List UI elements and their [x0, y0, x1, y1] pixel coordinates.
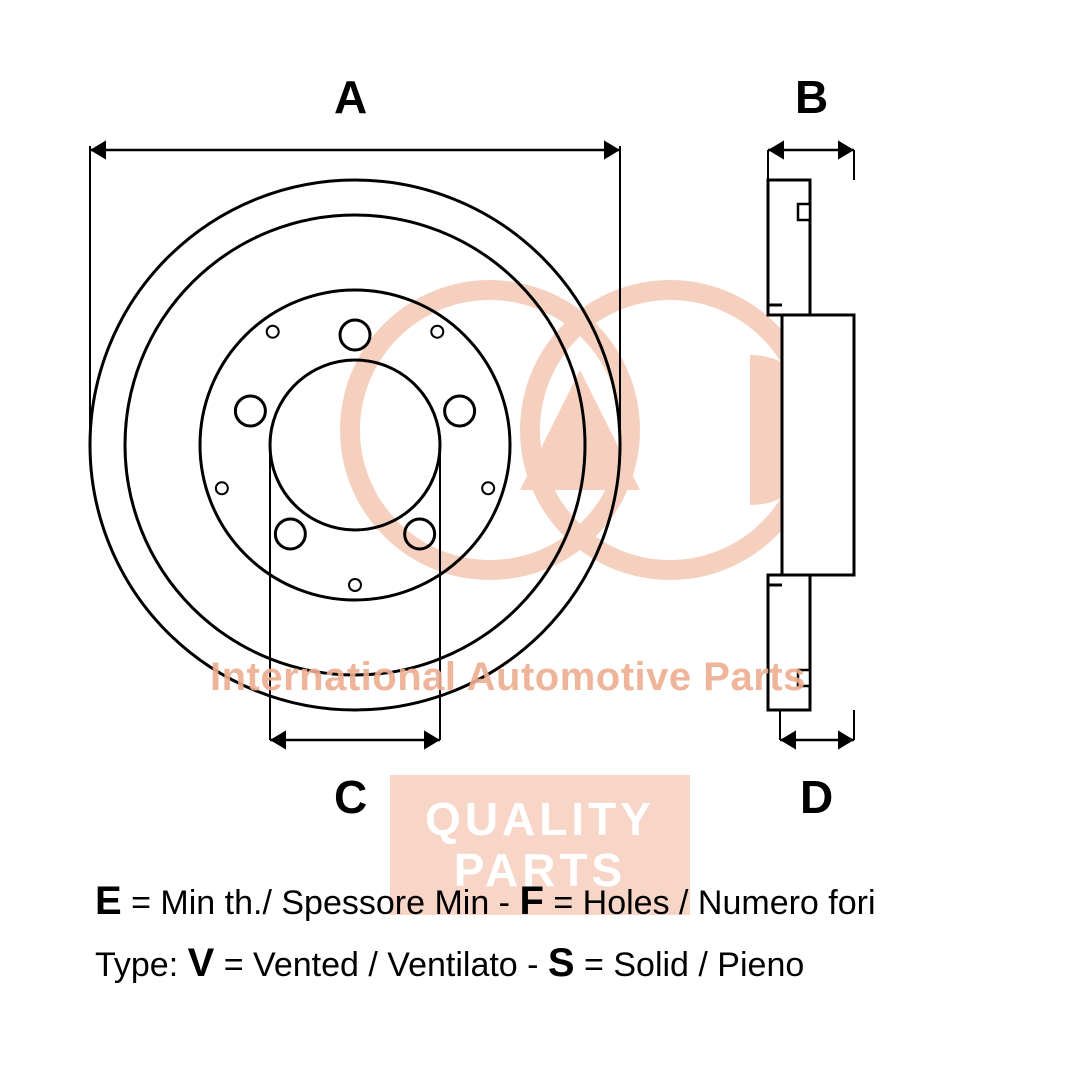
legend-line-1: E = Min th./ Spessore Min - F = Holes / … — [95, 870, 995, 932]
dim-label-b: B — [795, 70, 828, 124]
dim-label-a: A — [334, 70, 367, 124]
legend-v-key: V — [188, 941, 215, 985]
legend-s-text: = Solid / Pieno — [575, 946, 805, 984]
legend-e-text: = Min th./ Spessore Min - — [122, 884, 520, 922]
technical-drawing — [0, 0, 1080, 860]
legend-type-prefix: Type: — [95, 946, 188, 984]
legend-f-key: F — [519, 879, 543, 923]
diagram-canvas: International Automotive Parts A B C D Q… — [0, 0, 1080, 1080]
legend-line-2: Type: V = Vented / Ventilato - S = Solid… — [95, 932, 995, 994]
legend-s-key: S — [548, 941, 575, 985]
dim-label-d: D — [800, 770, 833, 824]
dim-label-c: C — [334, 770, 367, 824]
legend-v-text: = Vented / Ventilato - — [214, 946, 548, 984]
legend-e-key: E — [95, 879, 122, 923]
legend-f-text: = Holes / Numero fori — [544, 884, 876, 922]
legend: E = Min th./ Spessore Min - F = Holes / … — [95, 870, 995, 994]
